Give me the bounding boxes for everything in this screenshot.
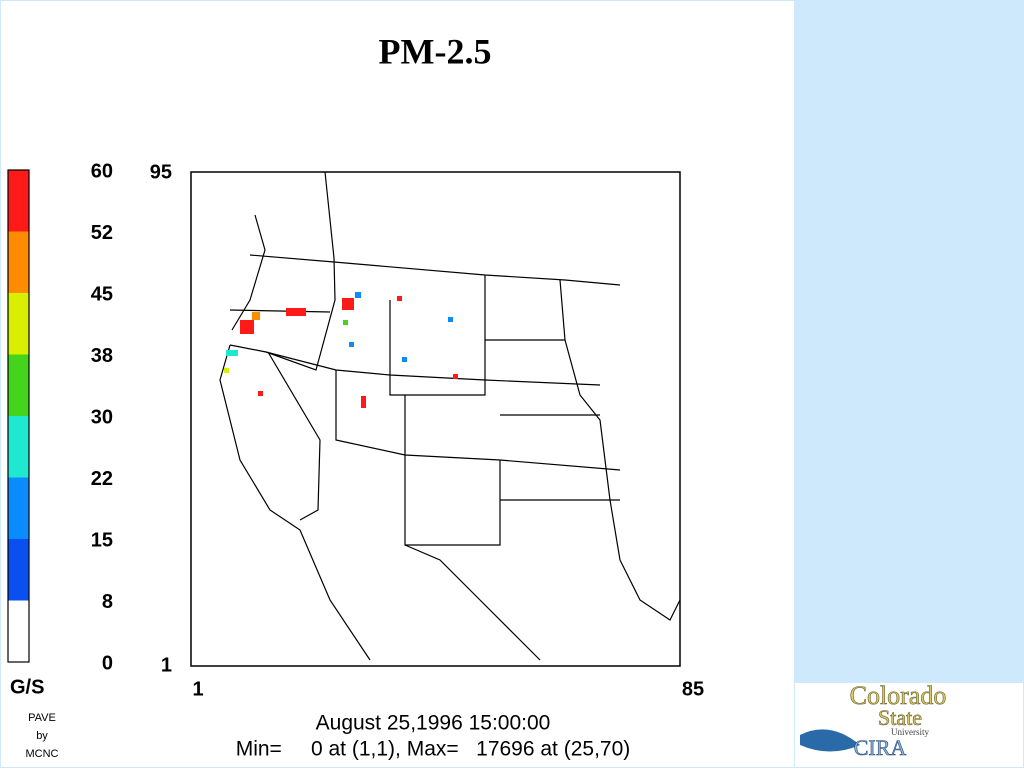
border (267, 351, 321, 521)
logo-bg (795, 683, 1023, 767)
y-label: 1 (161, 654, 172, 676)
cell (397, 296, 402, 301)
coast (219, 344, 371, 661)
cell (226, 350, 238, 356)
colorbar-tick-label: 45 (91, 283, 113, 305)
colorbar-tick-label: 8 (102, 591, 113, 613)
logo-swoosh (800, 729, 860, 752)
colorbar-tick-label: 0 (102, 652, 113, 674)
border (559, 279, 621, 561)
title: PM-2.5 (379, 31, 492, 71)
coast (231, 214, 266, 331)
colorbar-tick-label: 15 (91, 529, 113, 551)
cell (355, 292, 361, 298)
cell (342, 298, 354, 310)
coast (619, 559, 681, 621)
colorbar-tick-label: 30 (91, 406, 113, 428)
cell (224, 368, 229, 373)
cell (448, 317, 453, 322)
border (229, 309, 331, 313)
x-label: 1 (192, 678, 203, 700)
cell (343, 320, 348, 325)
border (389, 275, 486, 396)
cell (402, 357, 407, 362)
colorbar-segment (8, 416, 29, 478)
colorbar-segment (8, 600, 29, 662)
colorbar-segment (8, 170, 29, 232)
unit: G/S (10, 676, 44, 698)
date: August 25,1996 15:00:00 (316, 712, 551, 735)
colorbar-tick-label: 52 (91, 222, 113, 244)
logo-text: State (878, 705, 922, 730)
logo-text: CIRA (854, 735, 907, 760)
stats: Min= 0 at (1,1), Max= 17696 at (25,70) (236, 738, 631, 761)
x-label: 85 (682, 678, 704, 700)
credit: by (36, 730, 48, 742)
colorbar-tick-label: 22 (91, 468, 113, 490)
cell (453, 374, 458, 379)
cell (361, 396, 366, 408)
side-panel (795, 0, 1024, 768)
data-cells (224, 292, 458, 408)
colorbar-segment (8, 293, 29, 355)
colorbar-tick-label: 38 (91, 345, 113, 367)
logo: Colorado State University CIRA (795, 681, 1023, 767)
cell (240, 320, 254, 334)
colorbar-segment (8, 477, 29, 539)
colorbar: 60 52 45 38 30 22 15 8 0 (7, 160, 113, 674)
map (190, 171, 681, 667)
cell (349, 342, 354, 347)
credit: PAVE (28, 712, 56, 724)
border (229, 171, 336, 371)
cell (258, 391, 263, 396)
cell (252, 312, 260, 320)
border (404, 395, 501, 546)
colorbar-tick-label: 60 (91, 160, 113, 182)
y-label: 95 (150, 161, 172, 183)
colorbar-frame (7, 169, 30, 663)
credit: MCNC (26, 748, 59, 760)
cell (286, 308, 306, 316)
colorbar-segment (8, 539, 29, 601)
border (404, 544, 541, 661)
logo-text: University (891, 727, 929, 737)
colorbar-segment (8, 231, 29, 293)
colorbar-segment (8, 354, 29, 416)
logo-text: Colorado (850, 681, 947, 710)
